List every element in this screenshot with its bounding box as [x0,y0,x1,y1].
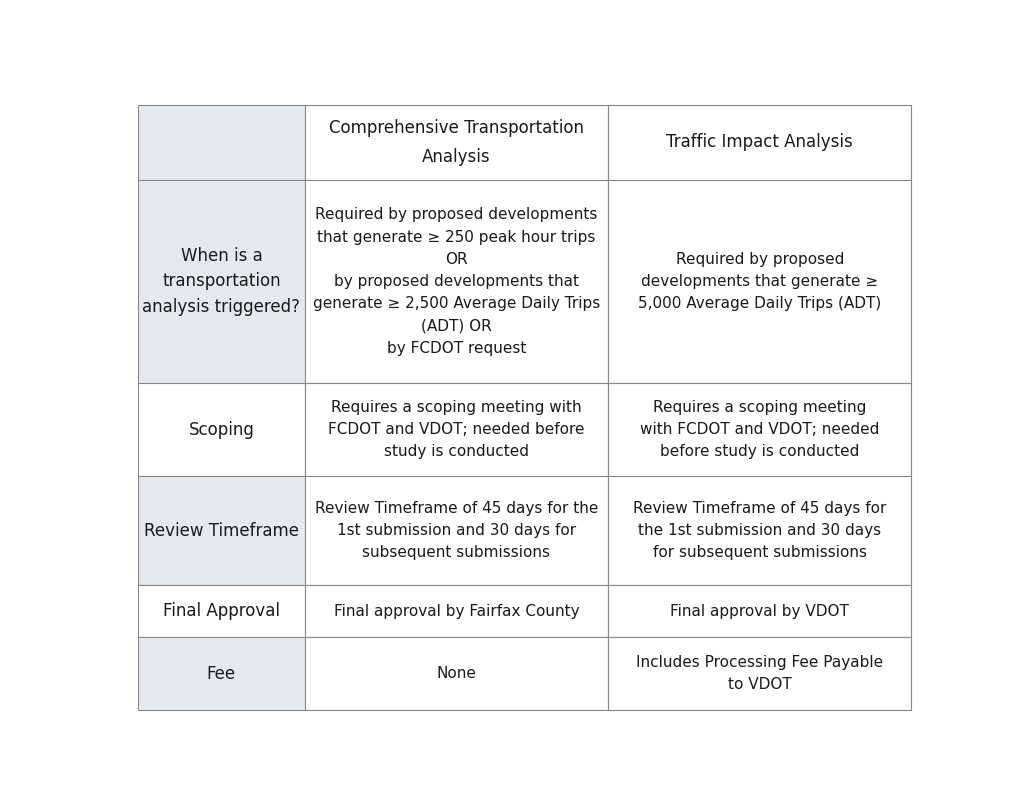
Text: None: None [436,667,476,681]
Bar [138,585,304,638]
Text: When is a
transportation
analysis triggered?: When is a transportation analysis trigge… [142,247,300,316]
Text: Review Timeframe of 45 days for the
1st submission and 30 days for
subsequent su: Review Timeframe of 45 days for the 1st … [314,501,598,560]
Text: Required by proposed developments
that generate ≥ 250 peak hour trips
OR
by prop: Required by proposed developments that g… [312,207,600,356]
Text: Comprehensive Transportation
Analysis: Comprehensive Transportation Analysis [329,119,584,166]
Bar [304,105,608,180]
Bar [608,638,911,710]
Bar [138,383,304,476]
Bar [608,180,911,383]
Text: Requires a scoping meeting with
FCDOT and VDOT; needed before
study is conducted: Requires a scoping meeting with FCDOT an… [328,400,585,459]
Bar [304,476,608,585]
Bar [304,585,608,638]
Text: Scoping: Scoping [188,420,254,439]
Bar [304,383,608,476]
Text: Requires a scoping meeting
with FCDOT and VDOT; needed
before study is conducted: Requires a scoping meeting with FCDOT an… [640,400,880,459]
Bar [138,105,304,180]
Text: Fee: Fee [207,665,236,683]
Text: Final approval by Fairfax County: Final approval by Fairfax County [334,604,580,619]
Bar [304,180,608,383]
Text: Review Timeframe of 45 days for
the 1st submission and 30 days
for subsequent su: Review Timeframe of 45 days for the 1st … [633,501,887,560]
Bar [608,585,911,638]
Text: Required by proposed
developments that generate ≥
5,000 Average Daily Trips (ADT: Required by proposed developments that g… [638,252,882,312]
Bar [608,383,911,476]
Bar [138,638,304,710]
Text: Includes Processing Fee Payable
to VDOT: Includes Processing Fee Payable to VDOT [636,655,884,692]
Text: Final approval by VDOT: Final approval by VDOT [671,604,849,619]
Bar [608,476,911,585]
Bar [138,476,304,585]
Text: Final Approval: Final Approval [163,602,280,621]
Text: Traffic Impact Analysis: Traffic Impact Analysis [667,133,853,152]
Bar [138,180,304,383]
Text: Review Timeframe: Review Timeframe [144,521,299,540]
Bar [608,105,911,180]
Bar [304,638,608,710]
